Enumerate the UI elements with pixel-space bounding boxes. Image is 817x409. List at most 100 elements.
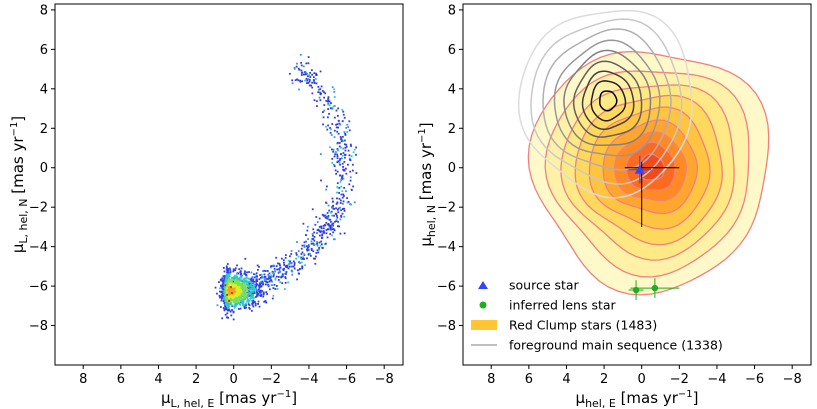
scatter-point bbox=[304, 71, 306, 73]
right-plot-frame bbox=[462, 3, 812, 366]
scatter-point bbox=[342, 113, 345, 116]
scatter-point bbox=[225, 279, 228, 282]
scatter-point bbox=[326, 100, 329, 103]
scatter-point bbox=[227, 281, 230, 284]
scatter-point bbox=[234, 280, 237, 283]
scatter-point bbox=[318, 241, 321, 244]
scatter-point bbox=[265, 301, 268, 304]
scatter-point bbox=[300, 61, 302, 64]
main-sequence-contour-level bbox=[553, 39, 661, 157]
scatter-point bbox=[269, 266, 272, 269]
scatter-point bbox=[296, 269, 299, 272]
main-sequence-contour-level bbox=[581, 70, 635, 131]
scatter-point bbox=[238, 276, 241, 279]
scatter-point bbox=[250, 288, 253, 291]
scatter-point bbox=[340, 193, 343, 196]
scatter-point bbox=[295, 253, 298, 256]
scatter-point bbox=[297, 79, 300, 82]
scatter-point bbox=[333, 88, 336, 91]
scatter-point bbox=[222, 291, 225, 294]
scatter-point bbox=[227, 295, 230, 298]
scatter-point bbox=[307, 249, 310, 251]
scatter-point bbox=[234, 269, 237, 272]
scatter-point bbox=[246, 292, 249, 295]
scatter-point bbox=[234, 297, 237, 299]
scatter-point bbox=[327, 108, 330, 110]
scatter-point bbox=[241, 300, 244, 303]
scatter-point bbox=[237, 295, 240, 298]
scatter-point bbox=[316, 244, 319, 247]
scatter-point bbox=[267, 278, 269, 280]
scatter-point bbox=[313, 231, 316, 234]
scatter-point bbox=[244, 297, 246, 300]
x-tick-label: −6 bbox=[337, 372, 356, 387]
scatter-point bbox=[330, 102, 332, 105]
scatter-point bbox=[218, 294, 221, 297]
scatter-point bbox=[330, 210, 333, 213]
scatter-point bbox=[248, 271, 250, 273]
legend-label-main-sequence: foreground main sequence (1338) bbox=[509, 338, 723, 353]
scatter-point bbox=[331, 214, 334, 217]
scatter-point bbox=[248, 280, 250, 283]
scatter-point bbox=[324, 224, 327, 227]
scatter-point bbox=[234, 292, 237, 295]
scatter-point bbox=[307, 56, 310, 58]
scatter-point bbox=[242, 304, 245, 307]
scatter-point bbox=[299, 80, 302, 83]
scatter-point bbox=[232, 288, 234, 291]
scatter-point bbox=[313, 235, 316, 238]
legend-triangle-marker bbox=[478, 281, 488, 289]
x-tick-label: 4 bbox=[154, 372, 162, 387]
scatter-point bbox=[225, 303, 227, 305]
scatter-point bbox=[290, 249, 293, 252]
scatter-point bbox=[230, 298, 233, 301]
scatter-point bbox=[238, 293, 241, 296]
scatter-point bbox=[244, 290, 247, 293]
scatter-point bbox=[347, 149, 350, 152]
scatter-point bbox=[332, 105, 335, 108]
scatter-point bbox=[232, 277, 235, 280]
scatter-point bbox=[233, 282, 236, 285]
scatter-point bbox=[279, 281, 282, 283]
scatter-point bbox=[281, 282, 284, 285]
scatter-point bbox=[221, 277, 224, 280]
main-sequence-contour-level bbox=[530, 18, 683, 185]
scatter-point bbox=[292, 260, 295, 263]
scatter-point bbox=[267, 284, 269, 286]
scatter-point bbox=[240, 298, 243, 301]
scatter-point bbox=[324, 92, 327, 95]
scatter-point bbox=[251, 292, 254, 295]
scatter-point bbox=[320, 92, 323, 95]
scatter-point bbox=[223, 308, 226, 311]
scatter-point bbox=[250, 271, 253, 274]
scatter-point bbox=[302, 65, 305, 68]
scatter-point bbox=[262, 283, 264, 286]
scatter-point bbox=[336, 148, 339, 150]
scatter-point bbox=[345, 167, 347, 170]
scatter-point bbox=[317, 88, 320, 91]
scatter-point bbox=[339, 232, 342, 235]
scatter-point bbox=[224, 290, 227, 293]
scatter-point bbox=[232, 318, 235, 321]
scatter-point bbox=[226, 273, 228, 276]
scatter-point bbox=[329, 146, 331, 149]
scatter-point bbox=[224, 305, 227, 308]
scatter-point bbox=[336, 130, 339, 133]
scatter-point bbox=[340, 178, 343, 181]
scatter-point bbox=[350, 189, 353, 191]
scatter-point bbox=[318, 226, 321, 228]
scatter-point bbox=[252, 297, 255, 299]
scatter-point bbox=[290, 262, 293, 264]
scatter-point bbox=[310, 84, 313, 87]
scatter-point bbox=[345, 190, 347, 193]
scatter-point bbox=[238, 283, 240, 286]
scatter-point bbox=[256, 268, 259, 271]
scatter-point bbox=[233, 269, 235, 272]
scatter-point bbox=[225, 299, 228, 302]
scatter-point bbox=[301, 265, 304, 268]
scatter-point bbox=[342, 200, 345, 203]
x-tick-label: 8 bbox=[487, 372, 495, 387]
scatter-point bbox=[304, 234, 307, 236]
scatter-point bbox=[283, 263, 286, 266]
scatter-point bbox=[250, 277, 253, 280]
